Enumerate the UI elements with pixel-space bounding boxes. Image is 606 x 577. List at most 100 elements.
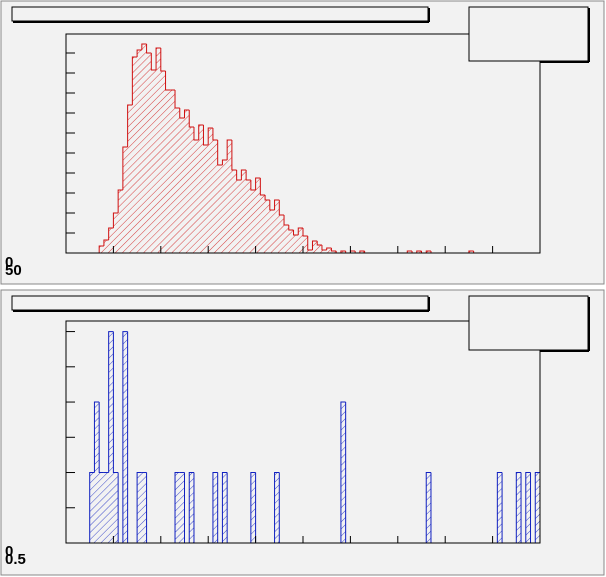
bar [241, 170, 247, 253]
bar [118, 190, 123, 253]
bar-outline [278, 200, 285, 216]
bar-outline [103, 239, 109, 246]
bar-outline [269, 200, 275, 211]
bar-outline [359, 250, 365, 253]
bar [198, 125, 204, 253]
bar-outline [221, 159, 228, 165]
bar-outline [406, 250, 413, 253]
bar [156, 48, 161, 253]
bar-outline [245, 170, 251, 181]
bar-outline [297, 227, 303, 235]
bar [217, 165, 223, 253]
bar-outline [122, 331, 128, 543]
bar-outline [340, 250, 346, 253]
bar-outline [136, 49, 142, 57]
bar-outline [288, 225, 294, 231]
bar [321, 250, 327, 253]
bar-outline [293, 230, 299, 236]
bar-outline [255, 177, 261, 190]
bar-outline [146, 44, 152, 54]
bar [193, 140, 199, 253]
bar-outline [160, 48, 166, 72]
bar [535, 472, 540, 543]
bar [231, 170, 237, 253]
bar-outline [316, 241, 322, 246]
bar [99, 472, 104, 543]
bar [165, 90, 171, 253]
bar [246, 180, 251, 253]
bar-outline [259, 178, 266, 196]
stats-box [468, 6, 589, 62]
bar-outline [468, 250, 474, 253]
bar [307, 250, 313, 253]
bar-outline [93, 401, 100, 473]
bar [179, 118, 185, 253]
bar [175, 472, 180, 543]
bar [99, 246, 104, 253]
bar [269, 210, 275, 253]
bar-outline [174, 472, 180, 543]
stats-box [468, 295, 589, 351]
bar-outline [212, 128, 218, 141]
bar-outline [193, 127, 199, 141]
bar [312, 241, 318, 253]
bar-outline [240, 169, 247, 180]
bar [298, 228, 303, 253]
bar [212, 472, 218, 543]
bar [525, 472, 531, 543]
axis-label: 0.5 [5, 551, 26, 568]
bar-outline [112, 331, 119, 474]
bar-outline [515, 472, 522, 543]
bar [274, 200, 280, 253]
bar [516, 472, 522, 543]
bar [359, 251, 365, 253]
bar-outline [136, 472, 142, 543]
axis-label: 0 [5, 543, 13, 560]
bar-outline [108, 227, 114, 240]
axis-label: 0 [5, 254, 13, 271]
bar [160, 71, 166, 253]
bar-outline [274, 472, 280, 543]
bar-outline [122, 146, 128, 190]
bar [326, 248, 332, 253]
bar-outline [127, 104, 133, 147]
bar [108, 331, 114, 543]
bar-outline [165, 71, 171, 91]
bar-outline [283, 215, 289, 226]
bar [331, 251, 337, 253]
bar [222, 472, 228, 543]
bar [288, 230, 294, 253]
bar [179, 472, 185, 543]
bar [189, 127, 194, 253]
bar-outline [226, 139, 232, 160]
title-box [11, 295, 429, 311]
bar [468, 251, 474, 253]
bar [175, 108, 180, 253]
bar-outline [525, 472, 531, 543]
bar [184, 110, 190, 253]
bar [141, 44, 147, 253]
bar-outline [141, 43, 147, 50]
bar [141, 472, 147, 543]
bar [227, 140, 232, 253]
bar-outline [307, 236, 313, 251]
bar [340, 251, 346, 253]
bar [426, 251, 431, 253]
bar [208, 128, 213, 253]
bar-outline [496, 472, 503, 543]
bar [103, 240, 109, 253]
bar [108, 228, 114, 253]
bar-outline [250, 472, 256, 543]
bar [317, 245, 322, 253]
bar-outline [274, 199, 280, 210]
bar-outline [98, 245, 104, 253]
bar-outline [212, 472, 218, 543]
bar [497, 472, 503, 543]
bar [122, 331, 128, 543]
bar [265, 200, 270, 253]
bar [137, 472, 142, 543]
bar-outline [221, 472, 228, 543]
bar-outline [112, 212, 119, 228]
